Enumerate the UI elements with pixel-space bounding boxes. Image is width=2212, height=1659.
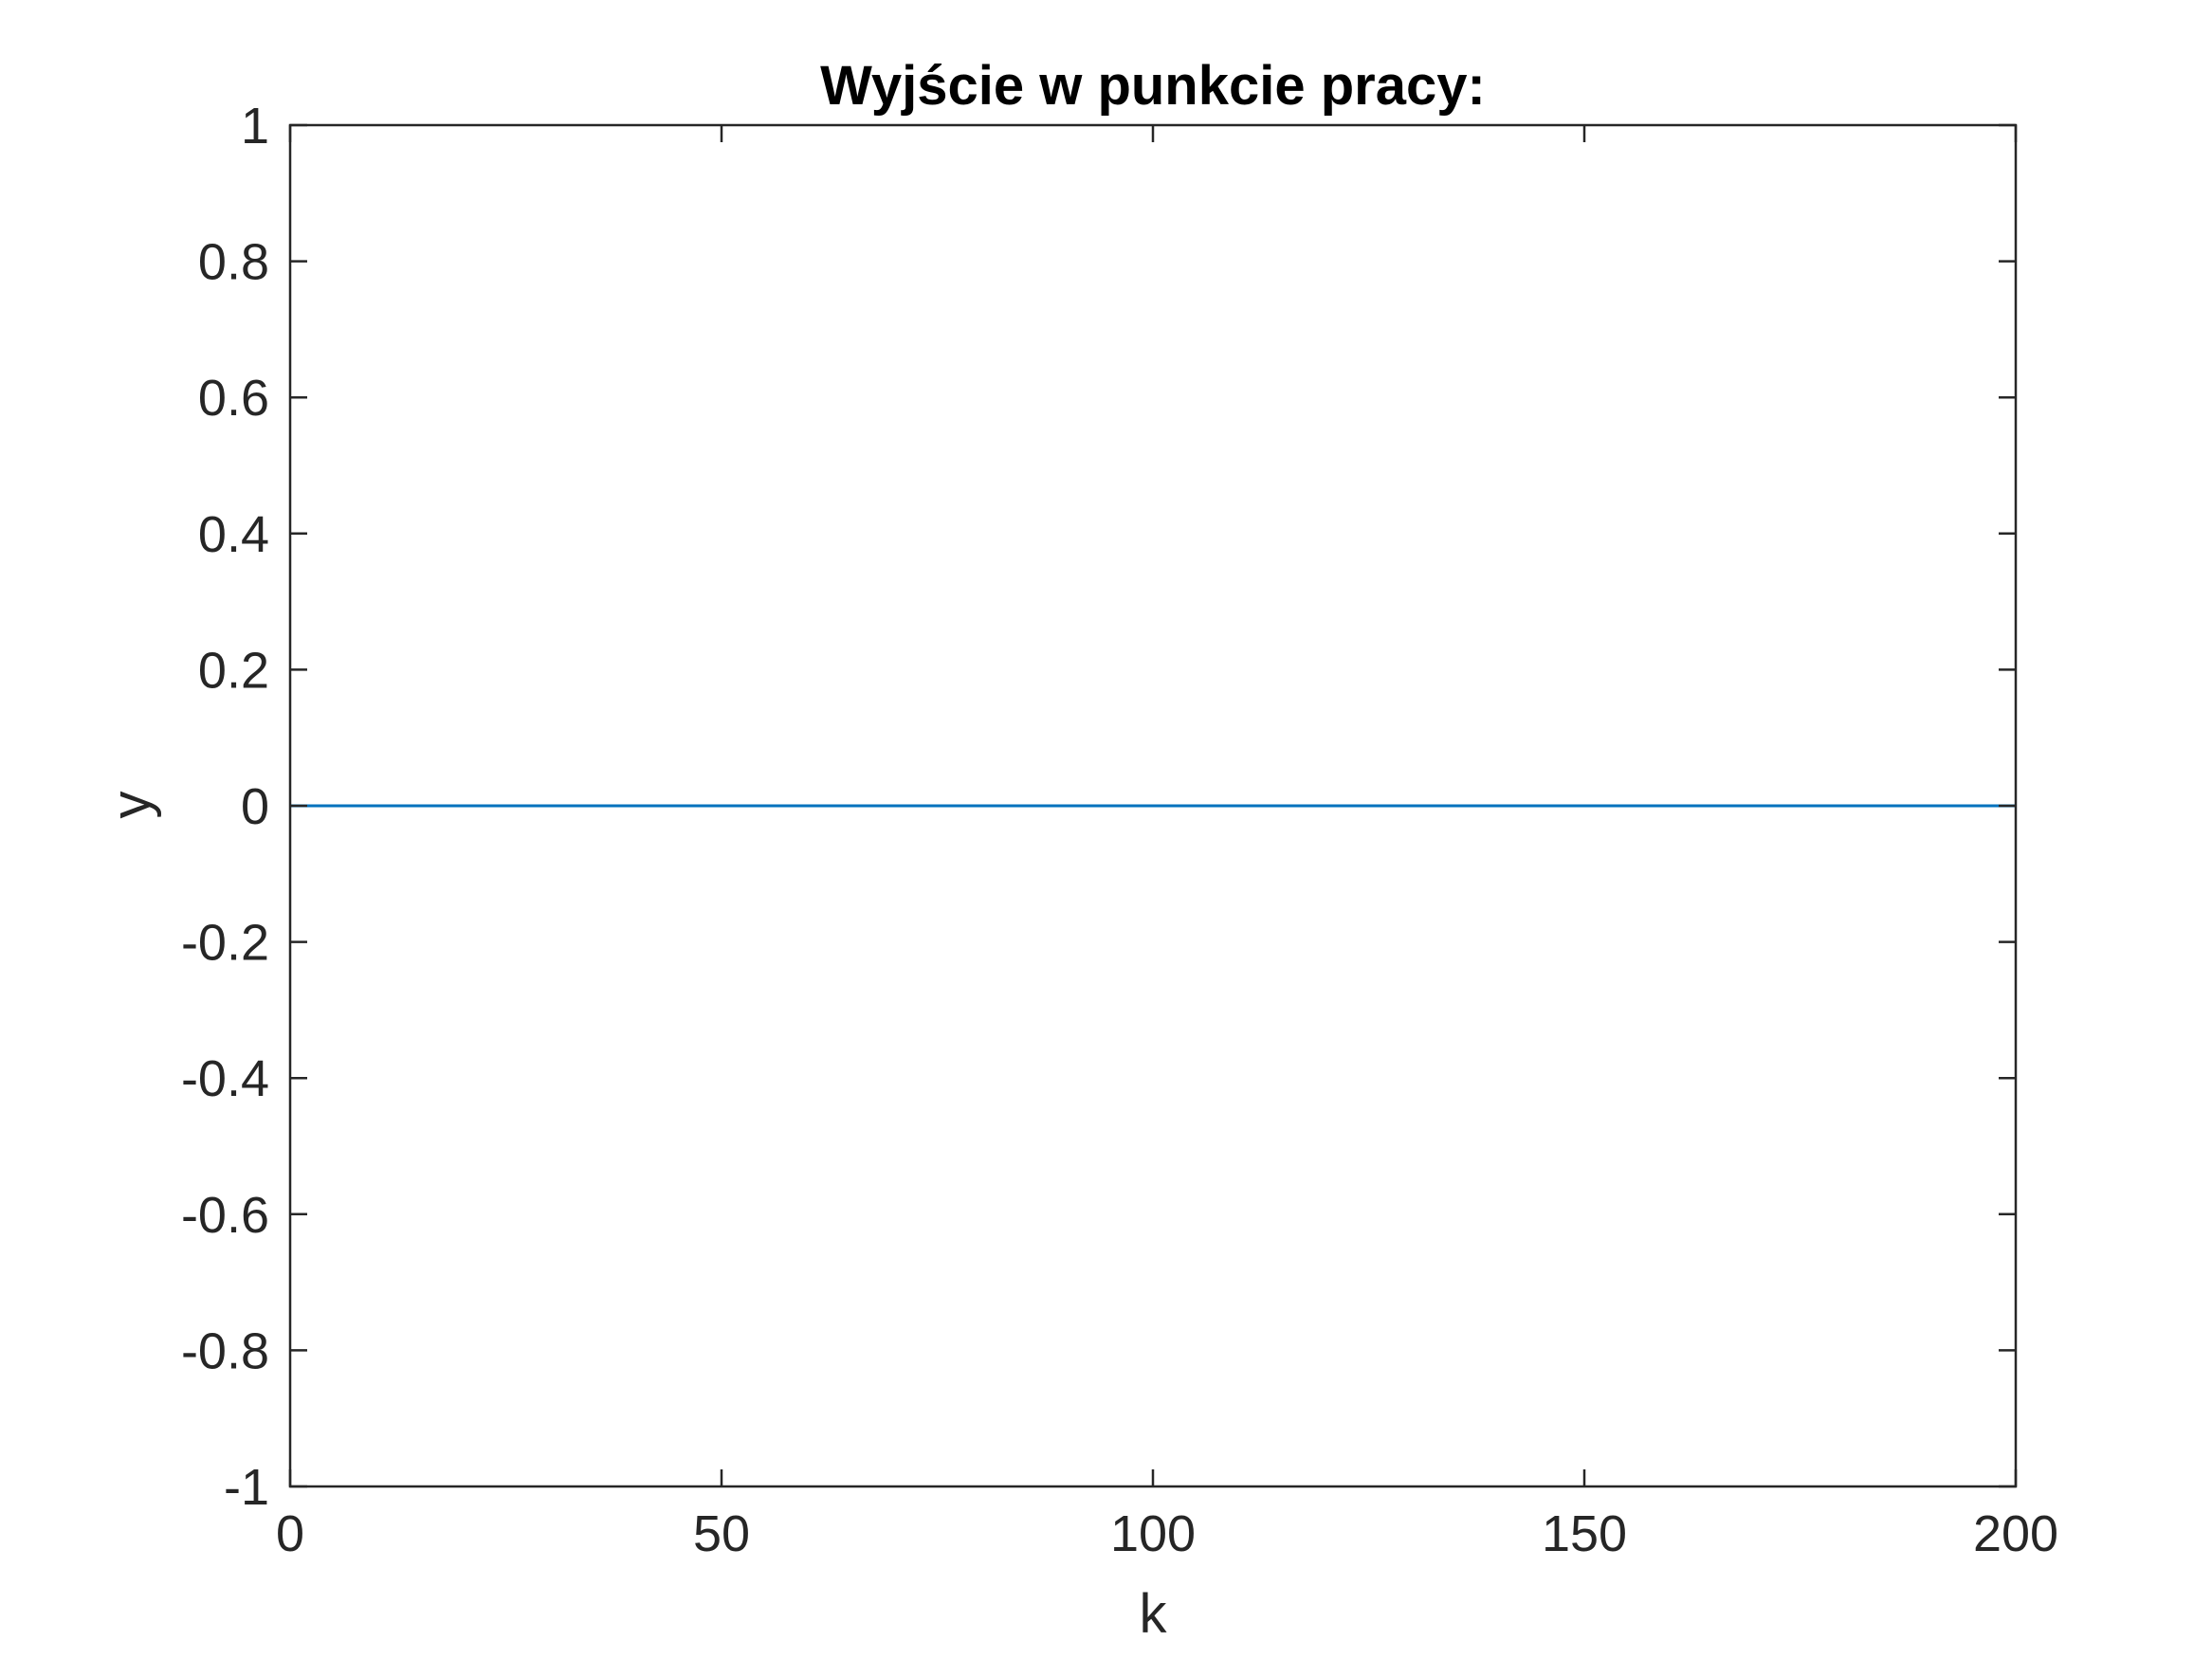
x-tick-label: 200 xyxy=(1973,1505,2058,1562)
y-tick-label: 0.8 xyxy=(198,234,269,291)
y-axis-label: y xyxy=(101,792,162,819)
plot-area: 0 50 100 150 200 -1 -0.8 -0.6 -0.4 -0.2 0 0.2 0.4 0.6… xyxy=(181,98,2058,1562)
x-tick-label: 50 xyxy=(693,1505,750,1562)
chart-title: Wyjście w punkcie pracy: xyxy=(820,55,1486,117)
y-tick-label: -0.4 xyxy=(181,1050,269,1107)
y-tick-label: -1 xyxy=(224,1459,269,1516)
y-tick-label: 0 xyxy=(241,778,269,835)
x-tick-label: 150 xyxy=(1542,1505,1627,1562)
y-tick-label: 0.2 xyxy=(198,642,269,699)
y-tick-label: -0.8 xyxy=(181,1322,269,1379)
y-tick-label: 0.6 xyxy=(198,370,269,427)
y-tick-label: -0.2 xyxy=(181,915,269,972)
y-tick-label: 0.4 xyxy=(198,506,269,563)
y-tick-label: 1 xyxy=(241,98,269,155)
x-tick-label: 0 xyxy=(276,1505,304,1562)
x-tick-label: 100 xyxy=(1110,1505,1196,1562)
x-axis-label: k xyxy=(1140,1583,1168,1645)
y-tick-label: -0.6 xyxy=(181,1187,269,1244)
